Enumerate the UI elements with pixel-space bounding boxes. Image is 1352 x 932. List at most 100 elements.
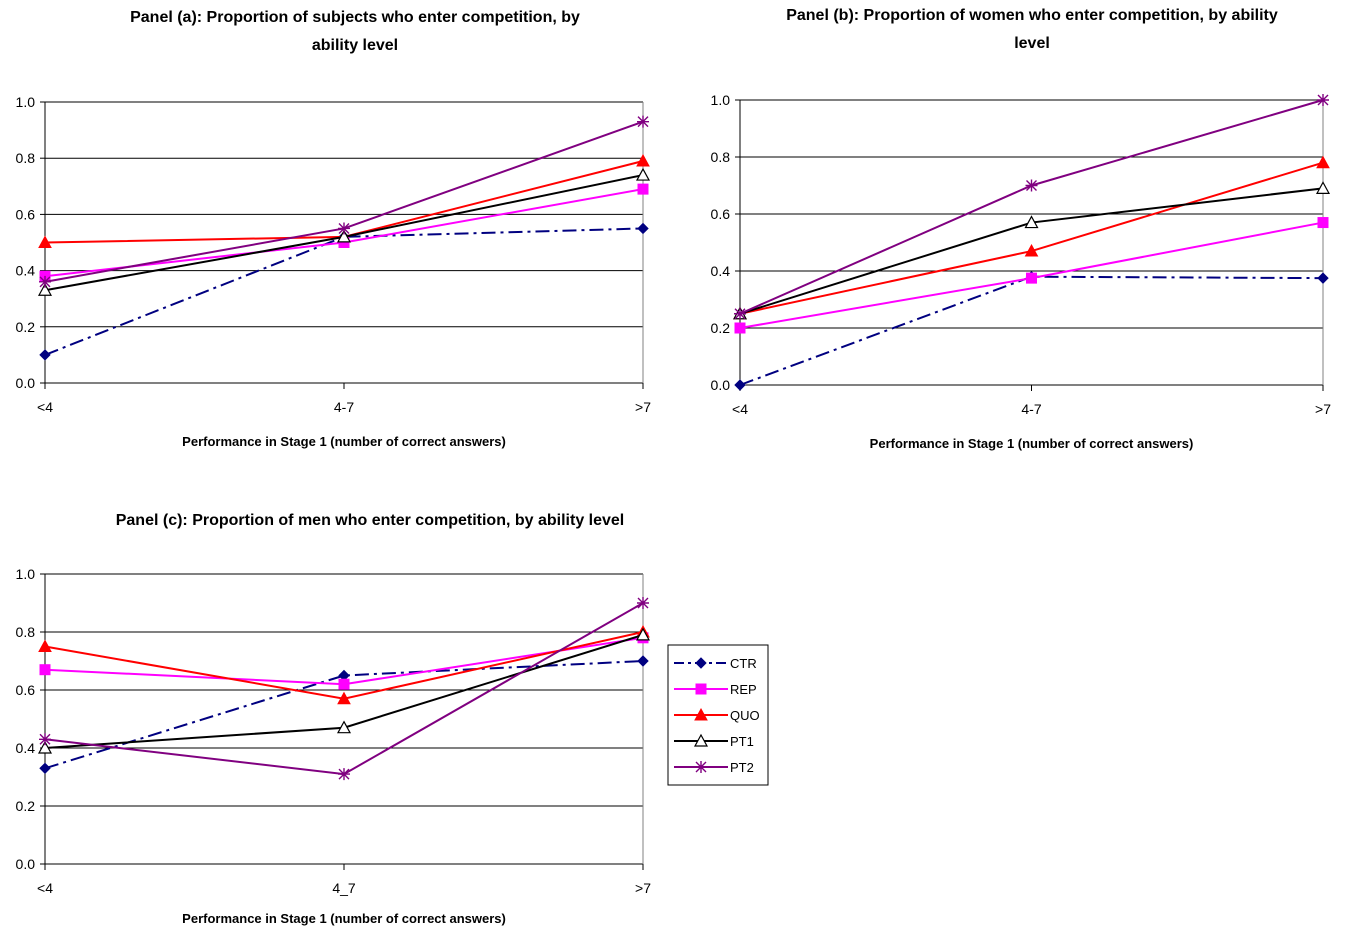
point-ctr <box>39 762 51 775</box>
series-line-pt2 <box>44 120 644 283</box>
series-line-ctr <box>44 227 644 356</box>
point-pt2 <box>637 597 649 609</box>
y-tick-label: 1.0 <box>711 92 731 108</box>
point-rep <box>734 322 746 334</box>
x-tick-label: <4 <box>37 880 53 896</box>
y-tick-label: 0.6 <box>16 206 36 222</box>
x-tick-label: >7 <box>1315 401 1331 417</box>
point-quo <box>636 153 650 167</box>
chart-title-line-1: Panel (c): Proportion of men who enter c… <box>116 512 625 529</box>
legend-swatch-marker <box>695 683 707 695</box>
point-rep <box>1026 272 1037 284</box>
legend: CTR REP QUO PT1 PT2 <box>667 644 769 786</box>
y-tick-label: 1.0 <box>16 566 36 582</box>
x-axis-label: Performance in Stage 1 (number of correc… <box>870 436 1194 451</box>
y-tick-label: 0.6 <box>16 682 36 698</box>
point-rep <box>338 678 350 690</box>
legend-label: PT1 <box>730 734 754 749</box>
y-tick-label: 0.8 <box>16 624 36 640</box>
point-pt2 <box>637 115 649 128</box>
x-tick-label: 4_7 <box>332 880 356 896</box>
series-pt1 <box>37 167 651 296</box>
y-tick-label: 0.4 <box>16 740 36 756</box>
chart-title-line-2: level <box>1014 35 1050 52</box>
legend-swatch-marker <box>695 657 707 669</box>
chart-panel-a: Panel (a): Proportion of subjects who en… <box>16 9 652 449</box>
chart-panel-b: Panel (b): Proportion of women who enter… <box>711 7 1332 451</box>
x-tick-label: >7 <box>635 880 651 896</box>
point-pt2 <box>1025 179 1038 192</box>
point-pt2 <box>338 768 350 781</box>
point-ctr <box>637 222 649 235</box>
series-pt1 <box>37 627 651 754</box>
series-rep <box>734 217 1329 334</box>
point-ctr <box>734 379 746 391</box>
legend-label: QUO <box>730 708 760 723</box>
x-axis-label: Performance in Stage 1 (number of correc… <box>182 911 506 926</box>
legend-swatch-marker <box>695 761 707 773</box>
legend-item-pt1: PT1 <box>674 733 754 749</box>
point-pt1 <box>1315 181 1331 194</box>
legend-item-rep: REP <box>674 682 757 697</box>
point-pt1 <box>1024 215 1039 229</box>
point-rep <box>1317 217 1329 229</box>
legend-item-ctr: CTR <box>674 656 757 671</box>
y-tick-label: 0.4 <box>16 263 36 279</box>
y-tick-label: 0.0 <box>16 856 36 872</box>
point-pt2 <box>39 733 51 746</box>
point-pt1 <box>635 167 651 181</box>
y-tick-label: 0.8 <box>711 149 731 165</box>
point-pt2 <box>39 275 51 288</box>
point-quo <box>1024 244 1039 257</box>
point-pt1 <box>37 740 53 754</box>
x-tick-label: 4-7 <box>1021 401 1041 417</box>
y-tick-label: 0.0 <box>16 375 36 391</box>
point-pt1 <box>336 229 352 243</box>
point-quo <box>38 235 52 248</box>
series-ctr <box>734 270 1329 391</box>
point-quo <box>38 639 52 652</box>
legend-swatch-marker <box>694 707 708 721</box>
series-pt2 <box>734 94 1329 320</box>
legend-swatch-marker <box>693 733 709 747</box>
legend-item-pt2: PT2 <box>674 760 754 775</box>
chart-title-line-1: Panel (a): Proportion of subjects who en… <box>130 9 580 26</box>
y-tick-label: 0.8 <box>16 150 36 166</box>
point-pt1 <box>336 720 352 734</box>
x-tick-label: <4 <box>732 401 748 417</box>
legend-item-quo: QUO <box>674 707 760 723</box>
point-pt2 <box>734 307 746 320</box>
y-tick-label: 0.2 <box>711 320 731 336</box>
point-ctr <box>637 655 649 667</box>
point-pt1 <box>37 283 53 296</box>
y-tick-label: 0.2 <box>16 319 36 335</box>
x-tick-label: 4-7 <box>334 399 354 415</box>
y-tick-label: 1.0 <box>16 94 36 110</box>
point-rep <box>637 183 649 195</box>
point-ctr <box>1317 272 1329 284</box>
chart-title-line-2: ability level <box>312 37 398 54</box>
series-pt2 <box>39 597 649 781</box>
chart-title-line-1: Panel (b): Proportion of women who enter… <box>786 7 1278 24</box>
point-quo <box>1316 155 1330 169</box>
x-tick-label: >7 <box>635 399 651 415</box>
chart-panel-c: Panel (c): Proportion of men who enter c… <box>16 512 652 926</box>
series-pt2 <box>39 115 649 288</box>
y-tick-label: 0.4 <box>711 263 731 279</box>
x-tick-label: <4 <box>37 399 53 415</box>
legend-label: REP <box>730 682 757 697</box>
legend-label: PT2 <box>730 760 754 775</box>
point-pt2 <box>338 222 350 235</box>
point-rep <box>39 664 51 676</box>
legend-label: CTR <box>730 656 757 671</box>
y-tick-label: 0.6 <box>711 206 731 222</box>
point-ctr <box>39 349 51 361</box>
point-quo <box>337 691 351 705</box>
series-ctr <box>39 655 649 775</box>
series-line-ctr <box>739 275 1324 386</box>
point-pt1 <box>635 627 651 641</box>
y-tick-label: 0.2 <box>16 798 36 814</box>
y-tick-label: 0.0 <box>711 377 731 393</box>
point-pt2 <box>1317 94 1329 106</box>
